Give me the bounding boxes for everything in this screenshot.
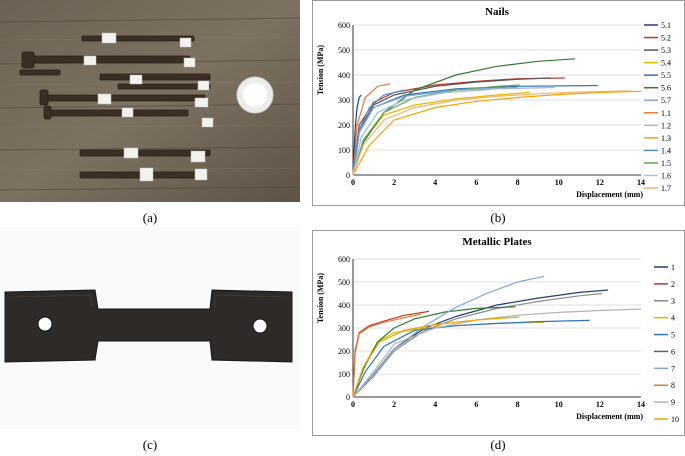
- nails-y-tick-label: 0: [346, 171, 350, 180]
- plates-legend-entry: 6: [671, 347, 675, 356]
- nails-y-tick-label: 200: [338, 121, 350, 130]
- plates-legend-entry: 7: [671, 364, 675, 373]
- nails-legend-entry: 1.3: [661, 134, 671, 143]
- plates-legend-entry: 3: [671, 297, 675, 306]
- plates-x-tick-label: 6: [474, 400, 478, 409]
- nails-series-12-line: [352, 84, 520, 176]
- plates-legend-entry: 1: [671, 263, 675, 272]
- nails-title: Nails: [485, 6, 510, 18]
- metallic-plates-chart: Metallic Plates 0 100 200 300 400 500 600 0 2 4 6 8 1…: [312, 230, 685, 436]
- nails-y-tick-label: 100: [338, 146, 350, 155]
- plates-series-8-line: [352, 313, 422, 398]
- metallic-plate-photo: [0, 227, 300, 429]
- plates-x-tick-label: 0: [351, 400, 355, 409]
- plates-legend-entry: 5: [671, 331, 675, 340]
- plates-legend-entry: 8: [671, 381, 675, 390]
- plates-series-10-line: [352, 316, 520, 398]
- nails-series-6-line: [352, 58, 576, 176]
- plates-series-7-line: [352, 275, 545, 398]
- nails-x-tick-label: 14: [637, 178, 645, 187]
- plates-y-tick-label: 100: [338, 370, 350, 379]
- plates-series-6-line: [352, 306, 516, 398]
- nails-x-tick-label: 0: [351, 178, 355, 187]
- plates-x-tick-label: 14: [637, 400, 645, 409]
- nails-y-axis-label: Tension (MPa): [316, 45, 325, 95]
- plates-legend-entry: 2: [671, 280, 675, 289]
- nails-x-axis-label: Displacement (mm): [576, 190, 643, 199]
- nails-legend-entry: 5.6: [661, 84, 671, 93]
- nails-legend-entry: 1.7: [661, 184, 671, 193]
- nails-legend-entry: 1.6: [661, 171, 671, 180]
- nails-legend-entry: 5.2: [661, 34, 671, 43]
- plates-x-tick-label: 12: [596, 400, 604, 409]
- nails-legend-entry: 1.4: [661, 146, 671, 155]
- plates-y-tick-label: 200: [338, 347, 350, 356]
- plates-series-9-line: [352, 308, 642, 398]
- nails-series-5-line: [352, 84, 598, 176]
- nails-y-tick-label: 500: [338, 46, 350, 55]
- nails-legend-entry: 5.5: [661, 71, 671, 80]
- nails-y-tick-label: 300: [338, 96, 350, 105]
- nails-photo: [0, 0, 300, 202]
- nails-legend-entry: 5.7: [661, 96, 671, 105]
- plates-series-3-line: [352, 292, 602, 398]
- nails-chart: Nails 0 100 200 300 400 500 600 0 2 4 6 8 10 12 14 Displ…: [312, 0, 685, 206]
- nails-y-tick-label: 600: [338, 21, 350, 30]
- plates-x-tick-label: 8: [516, 400, 520, 409]
- nails-x-tick-label: 8: [516, 178, 520, 187]
- metallic-plates-chart-svg: Metallic Plates 0 100 200 300 400 500 600 0 2 4 6 8 1…: [316, 236, 679, 424]
- plates-x-tick-label: 10: [555, 400, 563, 409]
- nails-series-14-line: [352, 90, 631, 176]
- nails-x-tick-label: 12: [596, 178, 604, 187]
- plates-y-tick-label: 0: [346, 393, 350, 402]
- nails-legend-entry: 5.4: [661, 59, 671, 68]
- nails-y-tick-label: 400: [338, 71, 350, 80]
- plates-x-axis-label: Displacement (mm): [576, 412, 643, 421]
- nails-x-tick-label: 2: [392, 178, 396, 187]
- plates-y-tick-label: 500: [338, 278, 350, 287]
- nails-legend-entry: 5.3: [661, 46, 671, 55]
- nails-series-8-line: [352, 83, 391, 176]
- nails-series-11-line: [352, 89, 405, 176]
- plates-y-tick-label: 400: [338, 301, 350, 310]
- plates-title: Metallic Plates: [462, 236, 532, 248]
- nails-legend-entry: 5.1: [661, 21, 671, 30]
- caption-d: (d): [490, 437, 506, 452]
- nails-chart-svg: Nails 0 100 200 300 400 500 600 0 2 4 6 8 10 12 14 Displ…: [316, 6, 671, 199]
- plates-series-1-line: [352, 289, 609, 398]
- caption-c: (c): [142, 437, 158, 452]
- nails-x-tick-label: 6: [474, 178, 478, 187]
- nails-series-2-line: [352, 77, 565, 176]
- plates-y-axis-label: Tension (MPa): [316, 273, 325, 323]
- nails-x-tick-label: 10: [555, 178, 563, 187]
- plates-x-tick-label: 4: [433, 400, 437, 409]
- plates-legend-entry: 10: [671, 415, 679, 424]
- nails-series-13-line: [352, 89, 487, 176]
- plates-legend-entry: 4: [671, 314, 675, 323]
- nails-x-tick-label: 4: [433, 178, 437, 187]
- plates-legend-entry: 9: [671, 398, 675, 407]
- plates-series-4-line: [352, 321, 545, 398]
- nails-series-1-line: [352, 94, 362, 176]
- caption-a: (a): [142, 210, 158, 225]
- nails-series-10-line: [352, 90, 642, 176]
- nails-legend-entry: 1.1: [661, 109, 671, 118]
- plates-x-tick-label: 2: [392, 400, 396, 409]
- plates-y-tick-label: 300: [338, 324, 350, 333]
- nails-legend-entry: 1.5: [661, 159, 671, 168]
- caption-b: (b): [490, 210, 506, 225]
- nails-legend-entry: 1.2: [661, 121, 671, 130]
- plates-y-tick-label: 600: [338, 255, 350, 264]
